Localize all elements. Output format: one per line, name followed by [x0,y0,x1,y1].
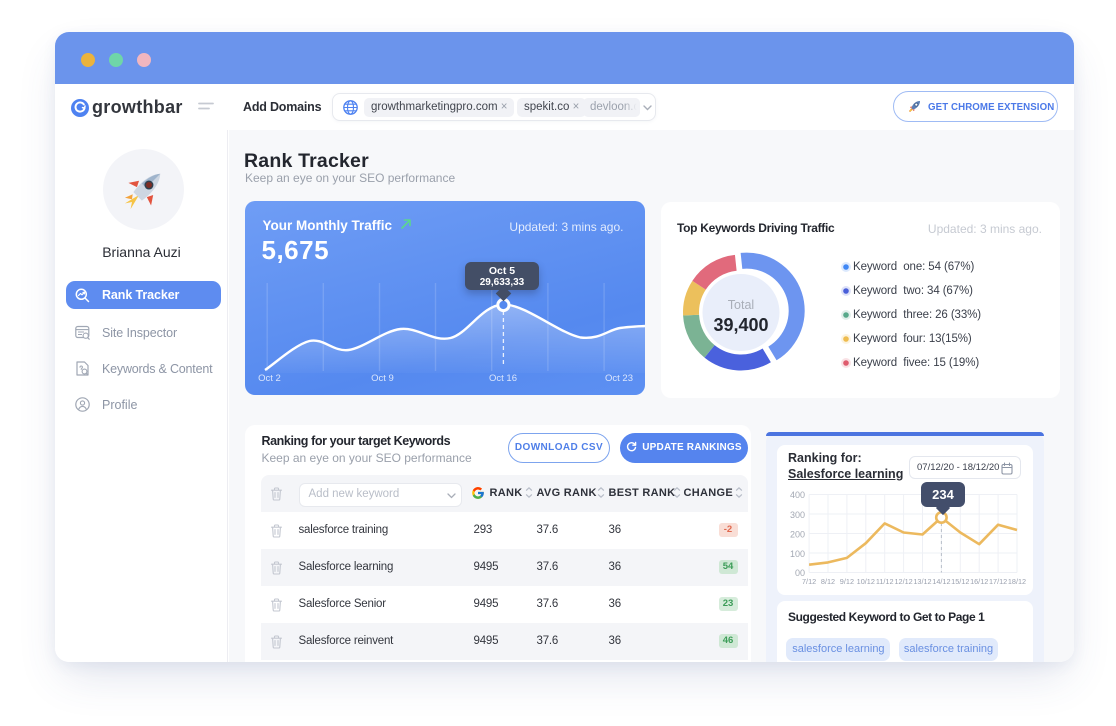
svg-text:9/12: 9/12 [840,577,854,586]
svg-text:15/12: 15/12 [951,577,969,586]
svg-text:7/12: 7/12 [802,577,816,586]
svg-text:Total: Total [728,298,754,312]
svg-text:39,400: 39,400 [713,315,768,335]
svg-text:8/12: 8/12 [821,577,835,586]
svg-text:14/12: 14/12 [932,577,950,586]
svg-text:400: 400 [790,490,805,500]
svg-text:200: 200 [790,530,805,540]
svg-text:17/12: 17/12 [989,577,1007,586]
svg-text:18/12: 18/12 [1008,577,1026,586]
svg-text:13/12: 13/12 [913,577,931,586]
svg-text:100: 100 [790,549,805,559]
svg-text:12/12: 12/12 [894,577,912,586]
svg-text:10/12: 10/12 [857,577,875,586]
svg-text:300: 300 [790,510,805,520]
svg-text:11/12: 11/12 [876,577,894,586]
svg-text:16/12: 16/12 [970,577,988,586]
svg-text:00: 00 [795,568,805,578]
